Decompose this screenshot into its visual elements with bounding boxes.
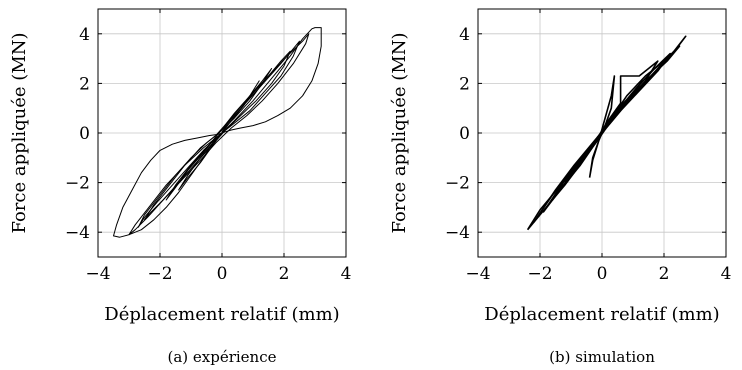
y-tick-label: 0: [79, 124, 90, 144]
x-tick-label: 4: [341, 264, 352, 284]
series-line-6: [588, 75, 616, 178]
chart-a-ylabel: Force appliquée (MN): [9, 32, 30, 233]
chart-b: −4 −2 0 2 4 −4 −2 0 2 4 Déplacement relatif (mm)…: [389, 8, 731, 366]
chart-a-yticks: −4 −2 0 2 4: [65, 25, 346, 243]
chart-a-series: [113, 27, 322, 238]
chart-b-yticks: −4 −2 0 2 4: [445, 25, 726, 243]
chart-a-caption: (a) expérience: [167, 348, 276, 366]
chart-b-series: [526, 35, 687, 231]
y-tick-label: 4: [459, 25, 470, 45]
x-tick-label: 4: [721, 264, 732, 284]
x-tick-label: 2: [659, 264, 670, 284]
y-tick-label: 4: [79, 25, 90, 45]
x-tick-label: 0: [217, 264, 228, 284]
x-tick-label: 2: [279, 264, 290, 284]
chart-a-xlabel: Déplacement relatif (mm): [104, 304, 339, 325]
y-tick-label: −2: [65, 174, 90, 194]
y-tick-label: 2: [79, 74, 90, 94]
chart-b-ylabel: Force appliquée (MN): [389, 32, 410, 233]
x-tick-label: 0: [597, 264, 608, 284]
chart-a: −4 −2 0 2 4 −4 −2 0 2 4 Déplacement relatif (mm)…: [9, 8, 351, 366]
x-tick-label: −4: [465, 264, 490, 284]
x-tick-label: −2: [527, 264, 552, 284]
series-line-5: [564, 80, 644, 184]
chart-b-xticks: −4 −2 0 2 4: [465, 9, 731, 284]
chart-b-caption: (b) simulation: [549, 348, 655, 366]
series-line-6: [178, 80, 260, 191]
series-line-1: [113, 27, 322, 238]
x-tick-label: −2: [147, 264, 172, 284]
y-tick-label: 2: [459, 74, 470, 94]
series-line-5: [165, 68, 273, 201]
y-tick-label: −4: [445, 223, 470, 243]
chart-b-xlabel: Déplacement relatif (mm): [484, 304, 719, 325]
y-tick-label: −4: [65, 223, 90, 243]
chart-a-xticks: −4 −2 0 2 4: [85, 9, 351, 284]
y-tick-label: −2: [445, 174, 470, 194]
y-tick-label: 0: [459, 124, 470, 144]
x-tick-label: −4: [85, 264, 110, 284]
